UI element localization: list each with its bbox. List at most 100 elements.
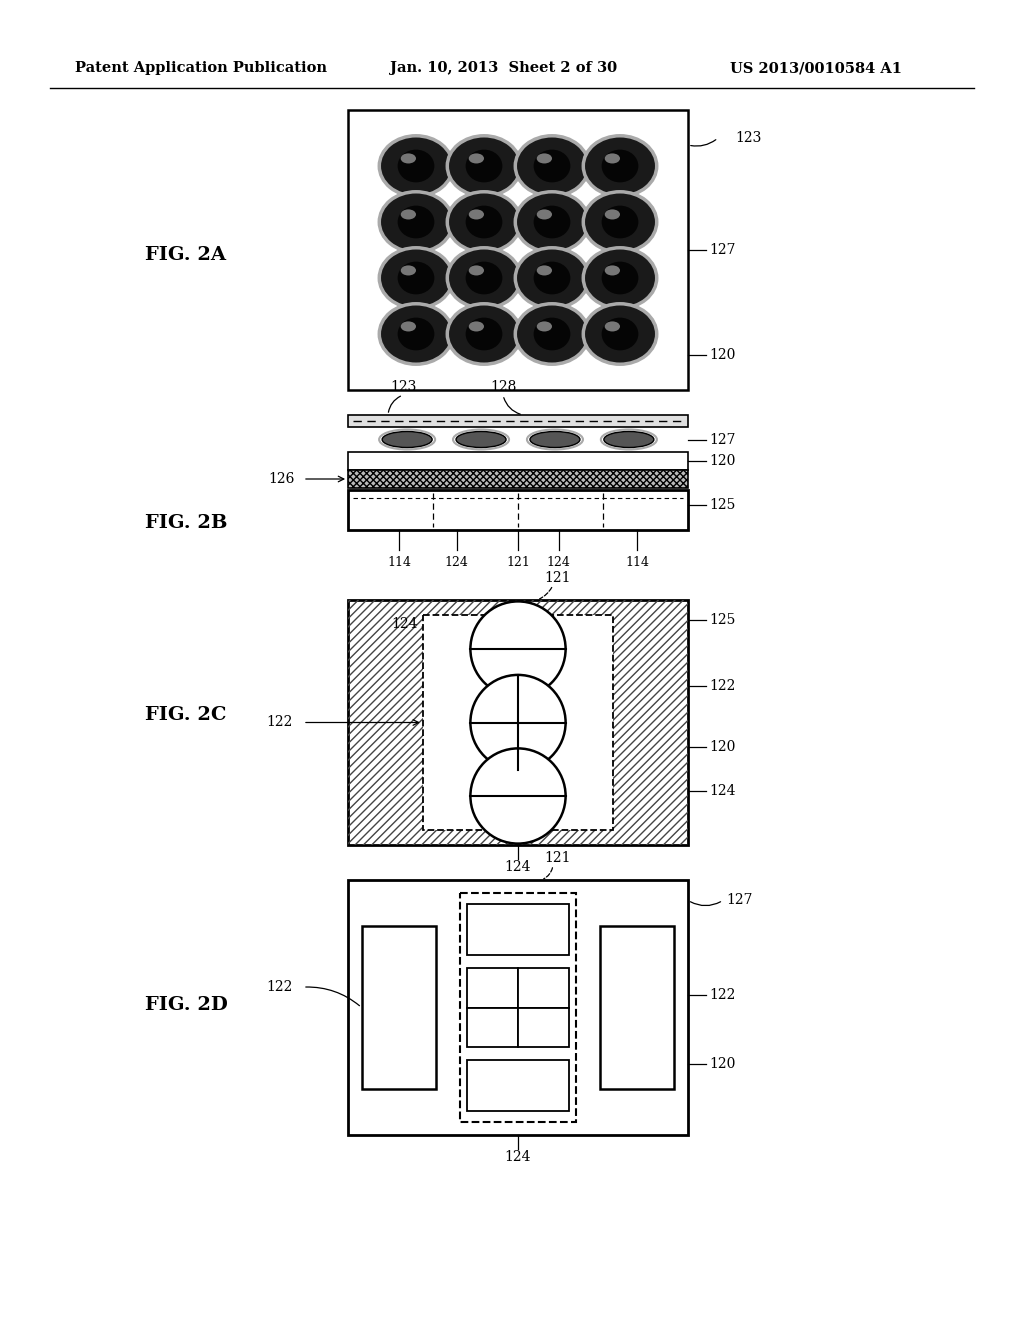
Text: 122: 122 (266, 979, 293, 994)
Bar (423, 615, 613, 830)
Ellipse shape (530, 432, 580, 447)
Bar (348, 470, 688, 488)
Bar (348, 601, 688, 845)
Circle shape (470, 748, 565, 843)
Text: 121: 121 (506, 556, 530, 569)
Text: 121: 121 (545, 851, 571, 865)
Text: US 2013/0010584 A1: US 2013/0010584 A1 (730, 61, 902, 75)
Ellipse shape (466, 261, 503, 294)
Bar (348, 601, 688, 845)
Bar (518, 1007, 569, 1047)
Bar (600, 925, 675, 1089)
Ellipse shape (515, 248, 589, 309)
Text: FIG. 2B: FIG. 2B (145, 513, 227, 532)
Text: 124: 124 (709, 784, 735, 799)
Text: 125: 125 (709, 612, 735, 627)
Ellipse shape (447, 136, 521, 197)
Ellipse shape (400, 210, 416, 219)
Ellipse shape (515, 304, 589, 364)
Ellipse shape (605, 265, 620, 276)
Ellipse shape (537, 265, 552, 276)
Ellipse shape (397, 318, 434, 350)
Ellipse shape (382, 432, 432, 447)
Ellipse shape (379, 248, 453, 309)
Bar (348, 110, 688, 389)
Bar (460, 892, 575, 1122)
Bar (348, 414, 688, 426)
Text: 124: 124 (391, 618, 418, 631)
Ellipse shape (602, 206, 638, 239)
Text: 126: 126 (268, 473, 294, 486)
Ellipse shape (515, 191, 589, 252)
Text: FIG. 2A: FIG. 2A (145, 246, 226, 264)
Ellipse shape (605, 153, 620, 164)
Bar (423, 615, 613, 830)
Text: 123: 123 (735, 131, 762, 145)
Ellipse shape (602, 261, 638, 294)
Ellipse shape (400, 265, 416, 276)
Ellipse shape (534, 318, 570, 350)
Text: 122: 122 (709, 678, 735, 693)
Bar (467, 969, 518, 1007)
Ellipse shape (400, 321, 416, 331)
Text: 124: 124 (547, 556, 570, 569)
Ellipse shape (379, 304, 453, 364)
Text: 120: 120 (709, 348, 735, 362)
Text: 121: 121 (545, 572, 571, 585)
Ellipse shape (397, 149, 434, 182)
Text: 114: 114 (387, 556, 411, 569)
Ellipse shape (466, 149, 503, 182)
Text: FIG. 2C: FIG. 2C (145, 706, 226, 723)
Ellipse shape (604, 432, 654, 447)
Bar (467, 1007, 518, 1047)
Ellipse shape (584, 304, 656, 364)
Text: 123: 123 (390, 380, 416, 393)
Ellipse shape (469, 321, 484, 331)
Bar (467, 1060, 569, 1110)
Text: FIG. 2D: FIG. 2D (145, 997, 228, 1014)
Text: 124: 124 (505, 861, 531, 874)
Ellipse shape (400, 153, 416, 164)
Ellipse shape (379, 136, 453, 197)
Ellipse shape (584, 248, 656, 309)
Bar (361, 925, 436, 1089)
Ellipse shape (537, 210, 552, 219)
Ellipse shape (397, 261, 434, 294)
Circle shape (470, 675, 565, 770)
Text: 127: 127 (709, 433, 735, 446)
Text: 120: 120 (709, 454, 735, 469)
Text: 128: 128 (489, 380, 516, 393)
Text: 114: 114 (625, 556, 649, 569)
Bar (518, 969, 569, 1007)
Ellipse shape (469, 265, 484, 276)
Bar (467, 904, 569, 954)
Ellipse shape (466, 318, 503, 350)
Ellipse shape (584, 191, 656, 252)
Ellipse shape (469, 153, 484, 164)
Ellipse shape (537, 153, 552, 164)
Text: 120: 120 (709, 1056, 735, 1071)
Ellipse shape (447, 191, 521, 252)
Text: Patent Application Publication: Patent Application Publication (75, 61, 327, 75)
Ellipse shape (466, 206, 503, 239)
Ellipse shape (537, 321, 552, 331)
Text: 122: 122 (266, 715, 293, 730)
Text: 124: 124 (505, 1150, 531, 1164)
Ellipse shape (534, 261, 570, 294)
Text: 127: 127 (709, 243, 735, 257)
Ellipse shape (397, 206, 434, 239)
Text: Jan. 10, 2013  Sheet 2 of 30: Jan. 10, 2013 Sheet 2 of 30 (390, 61, 617, 75)
Text: 120: 120 (709, 741, 735, 754)
Text: 127: 127 (726, 894, 753, 907)
Ellipse shape (447, 304, 521, 364)
Text: 124: 124 (444, 556, 469, 569)
Circle shape (470, 602, 565, 697)
Ellipse shape (534, 206, 570, 239)
Text: 122: 122 (709, 987, 735, 1002)
Bar (348, 880, 688, 1135)
Ellipse shape (456, 432, 506, 447)
Ellipse shape (534, 149, 570, 182)
Ellipse shape (605, 210, 620, 219)
Text: 125: 125 (709, 498, 735, 512)
Ellipse shape (605, 321, 620, 331)
